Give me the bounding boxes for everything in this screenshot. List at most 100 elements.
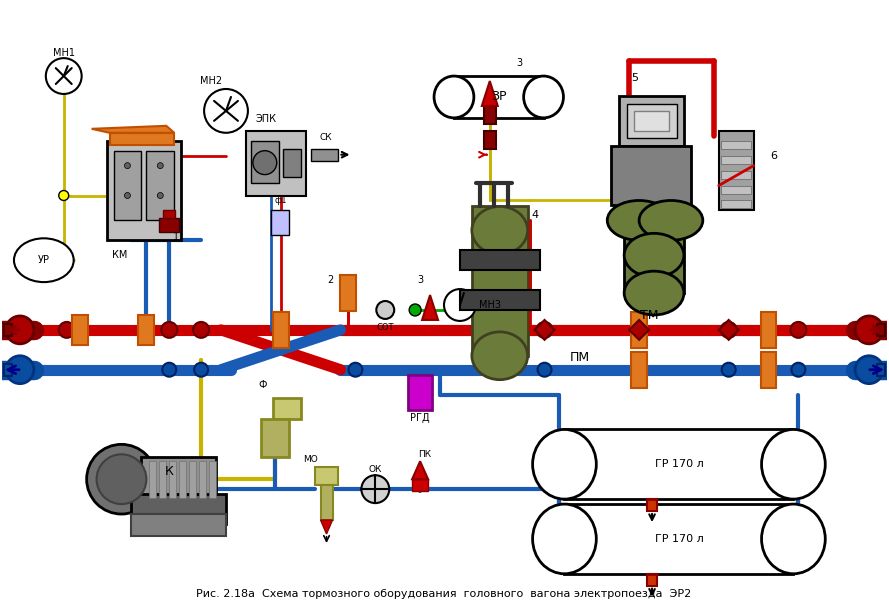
Bar bbox=[624, 233, 684, 293]
Bar bbox=[460, 290, 540, 310]
Bar bbox=[565, 504, 793, 574]
Circle shape bbox=[791, 363, 805, 376]
Circle shape bbox=[193, 322, 209, 338]
Bar bbox=[408, 375, 432, 409]
Text: ПК: ПК bbox=[419, 450, 432, 459]
Text: КМ: КМ bbox=[112, 251, 127, 260]
Bar bbox=[251, 141, 279, 183]
Text: 3: 3 bbox=[417, 275, 423, 285]
Bar bbox=[631, 352, 647, 387]
Ellipse shape bbox=[762, 504, 825, 574]
Circle shape bbox=[161, 322, 177, 338]
Bar bbox=[114, 151, 141, 221]
Bar bbox=[565, 430, 793, 499]
Bar bbox=[273, 312, 289, 348]
Bar bbox=[472, 207, 527, 356]
Bar bbox=[639, 210, 671, 230]
Bar bbox=[199, 461, 206, 498]
Circle shape bbox=[157, 163, 164, 169]
Bar bbox=[877, 364, 885, 376]
Bar bbox=[189, 461, 196, 498]
Circle shape bbox=[157, 192, 164, 199]
Bar bbox=[877, 324, 885, 336]
Ellipse shape bbox=[639, 200, 703, 240]
Bar bbox=[721, 141, 750, 148]
Circle shape bbox=[348, 363, 363, 376]
Bar bbox=[647, 499, 657, 511]
Text: К: К bbox=[164, 465, 173, 478]
Bar bbox=[139, 315, 155, 345]
Bar bbox=[718, 131, 754, 210]
Bar bbox=[634, 111, 669, 131]
Circle shape bbox=[722, 363, 736, 376]
Bar bbox=[321, 485, 332, 520]
Bar bbox=[647, 574, 657, 586]
Bar bbox=[180, 461, 186, 498]
Ellipse shape bbox=[607, 200, 671, 240]
Circle shape bbox=[721, 322, 737, 338]
Text: 6: 6 bbox=[770, 151, 777, 161]
Bar bbox=[283, 148, 300, 177]
Circle shape bbox=[855, 356, 883, 384]
Bar bbox=[149, 461, 156, 498]
Polygon shape bbox=[321, 520, 332, 534]
Polygon shape bbox=[92, 126, 174, 133]
Text: МН3: МН3 bbox=[479, 300, 501, 310]
Text: 4: 4 bbox=[531, 210, 538, 221]
Ellipse shape bbox=[524, 76, 564, 118]
Text: ГР 170 л: ГР 170 л bbox=[654, 534, 703, 544]
Text: ОК: ОК bbox=[369, 465, 382, 474]
Bar bbox=[169, 461, 176, 498]
Circle shape bbox=[59, 191, 68, 200]
Text: Ф: Ф bbox=[259, 379, 267, 390]
Bar bbox=[164, 210, 175, 218]
Bar bbox=[412, 479, 428, 491]
Polygon shape bbox=[534, 320, 555, 340]
Ellipse shape bbox=[533, 504, 597, 574]
Circle shape bbox=[631, 322, 647, 338]
Bar bbox=[315, 467, 339, 485]
Bar bbox=[141, 457, 216, 502]
Text: 3: 3 bbox=[517, 58, 523, 68]
Text: 2: 2 bbox=[327, 275, 333, 285]
Ellipse shape bbox=[472, 207, 527, 254]
Bar bbox=[484, 106, 496, 124]
Text: 5: 5 bbox=[631, 73, 638, 83]
Polygon shape bbox=[422, 295, 438, 320]
Bar bbox=[4, 364, 12, 376]
Bar bbox=[310, 148, 339, 161]
Polygon shape bbox=[718, 320, 739, 340]
Ellipse shape bbox=[14, 238, 74, 282]
Bar bbox=[132, 494, 226, 524]
Circle shape bbox=[855, 316, 883, 344]
Circle shape bbox=[252, 151, 276, 175]
Circle shape bbox=[444, 289, 476, 321]
Circle shape bbox=[163, 363, 176, 376]
Bar bbox=[484, 131, 496, 148]
Text: ЗР: ЗР bbox=[491, 90, 507, 103]
Bar bbox=[721, 200, 750, 208]
Text: РГД: РГД bbox=[411, 412, 430, 422]
Bar bbox=[109, 133, 174, 145]
Circle shape bbox=[194, 363, 208, 376]
Circle shape bbox=[6, 356, 34, 384]
Circle shape bbox=[538, 363, 551, 376]
Circle shape bbox=[204, 89, 248, 133]
Polygon shape bbox=[629, 320, 649, 340]
Text: ТМ: ТМ bbox=[640, 309, 659, 323]
Ellipse shape bbox=[472, 332, 527, 379]
Bar bbox=[761, 312, 776, 348]
Ellipse shape bbox=[533, 430, 597, 499]
Circle shape bbox=[790, 322, 806, 338]
Text: ГР 170 л: ГР 170 л bbox=[654, 459, 703, 469]
Bar bbox=[159, 461, 166, 498]
Circle shape bbox=[46, 58, 82, 94]
Text: ф1: ф1 bbox=[275, 196, 287, 205]
Bar bbox=[721, 156, 750, 164]
Text: ЭПК: ЭПК bbox=[255, 114, 276, 124]
Text: Рис. 2.18а  Схема тормозного оборудования  головного  вагона электропоезда  ЭР2: Рис. 2.18а Схема тормозного оборудования… bbox=[196, 588, 692, 599]
Circle shape bbox=[409, 304, 421, 316]
Bar bbox=[147, 151, 174, 221]
Text: МН1: МН1 bbox=[52, 48, 75, 58]
Circle shape bbox=[124, 192, 131, 199]
